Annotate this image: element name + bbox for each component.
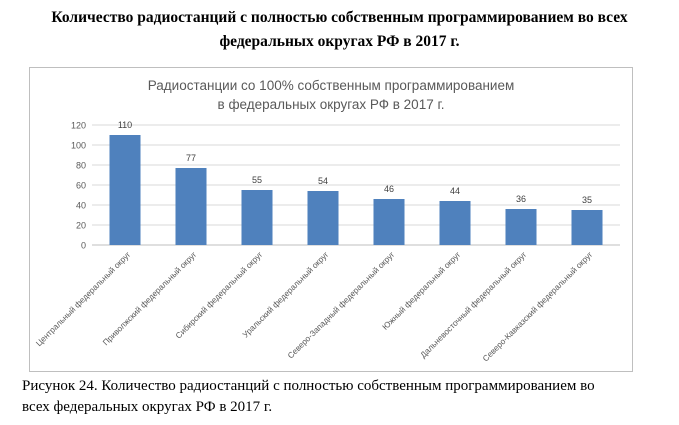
chart-title: Радиостанции со 100% собственным програм… — [30, 76, 632, 114]
bar — [241, 190, 273, 245]
figure-caption-line-1: Рисунок 24. Количество радиостанций с по… — [22, 378, 595, 394]
y-tick-label: 0 — [81, 241, 86, 251]
figure-caption: Рисунок 24. Количество радиостанций с по… — [22, 376, 662, 418]
bar — [373, 199, 405, 245]
data-label: 44 — [450, 186, 460, 196]
bar — [571, 210, 603, 245]
y-tick-label: 120 — [71, 121, 86, 131]
data-label: 55 — [252, 175, 262, 185]
data-label: 54 — [318, 176, 328, 186]
data-label: 110 — [118, 120, 132, 130]
y-tick-label: 60 — [76, 181, 86, 191]
data-label: 35 — [582, 195, 592, 205]
bar — [175, 168, 207, 245]
chart-title-line-1: Радиостанции со 100% собственным програм… — [147, 78, 515, 93]
document-title-line-2: федеральных округах РФ в 2017 г. — [219, 33, 460, 50]
bar — [439, 201, 471, 245]
chart-title-line-2: в федеральных округах РФ в 2017 г. — [217, 97, 445, 112]
data-label: 36 — [516, 194, 526, 204]
y-tick-label: 80 — [76, 161, 86, 171]
chart-frame: Радиостанции со 100% собственным програм… — [29, 67, 633, 372]
x-category-label: Южный федеральный округ — [381, 250, 463, 332]
y-tick-label: 100 — [71, 141, 86, 151]
bar — [505, 209, 537, 245]
document-title: Количество радиостанций с полностью собс… — [0, 6, 679, 54]
figure-caption-line-2: всех федеральных округах РФ в 2017 г. — [22, 399, 273, 415]
data-label: 77 — [186, 153, 196, 163]
y-tick-label: 20 — [76, 221, 86, 231]
x-category-label: Дальневосточный федеральный округ — [419, 250, 529, 360]
bar — [307, 191, 339, 245]
x-category-label: Северо-Западный федеральный округ — [286, 250, 396, 360]
document-title-line-1: Количество радиостанций с полностью собс… — [51, 9, 628, 26]
y-tick-label: 40 — [76, 201, 86, 211]
bar — [109, 135, 141, 245]
data-label: 46 — [384, 184, 394, 194]
x-category-label: Северо-Кавказский федеральный округ — [481, 250, 594, 363]
